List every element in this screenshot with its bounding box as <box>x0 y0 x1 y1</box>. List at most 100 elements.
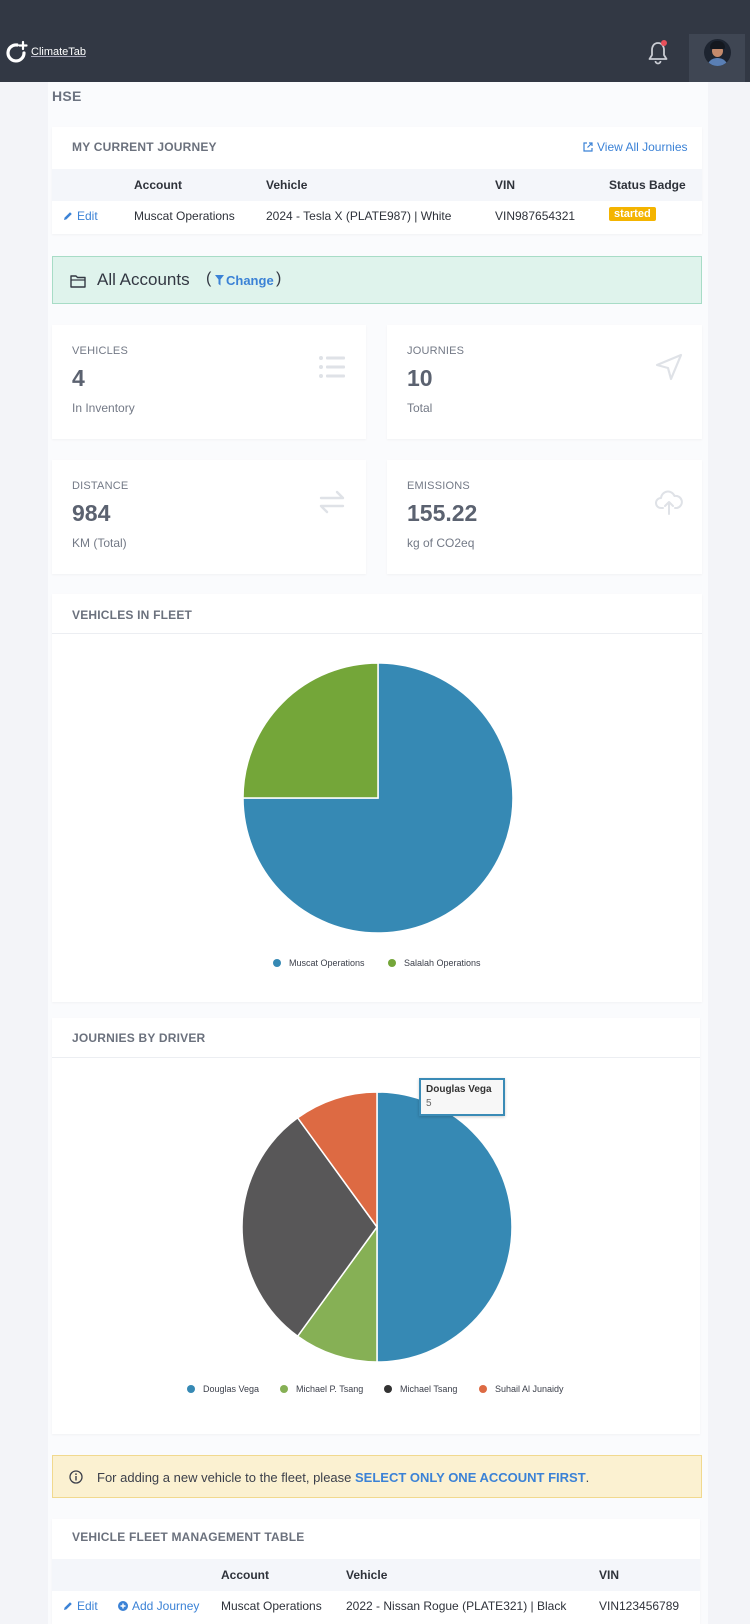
legend-swatch <box>388 959 396 967</box>
brand-name: ClimateTab <box>31 46 87 58</box>
alert-end: . <box>585 1470 590 1485</box>
avatar-face <box>712 45 723 57</box>
stat-value: 984 <box>72 500 111 526</box>
page-title: HSE <box>52 88 82 104</box>
stat-card-journies: JOURNIES 10 Total <box>387 325 702 439</box>
info-alert: For adding a new vehicle to the fleet, p… <box>52 1455 702 1498</box>
legend-item[interactable]: Michael Tsang <box>384 1384 457 1394</box>
col-account: Account <box>221 1568 269 1582</box>
col-vin: VIN <box>495 178 516 192</box>
legend-swatch <box>384 1385 392 1393</box>
list-icon <box>319 356 345 378</box>
view-all-journies-label: View All Journies <box>597 140 688 154</box>
col-account: Account <box>134 178 182 192</box>
legend-label: Suhail Al Junaidy <box>495 1384 564 1394</box>
alert-emphasis: SELECT ONLY ONE ACCOUNT FIRST <box>355 1470 586 1485</box>
legend-swatch <box>280 1385 288 1393</box>
fleet-table-title: VEHICLE FLEET MANAGEMENT TABLE <box>72 1530 305 1544</box>
pie-slice-michael-p-tsang[interactable] <box>296 1224 378 1363</box>
journey-edit-label: Edit <box>77 209 98 223</box>
pie-slice-salalah-operations[interactable] <box>242 662 379 799</box>
add-journey-button[interactable]: Add Journey <box>118 1599 199 1613</box>
fleet-vehicle: 2022 - Nissan Rogue (PLATE321) | Black <box>346 1599 567 1613</box>
notification-dot <box>661 40 667 46</box>
folder-icon <box>70 275 86 288</box>
legend-label: Salalah Operations <box>404 958 481 968</box>
fleet-table-header <box>52 1559 700 1591</box>
pie-slice-suhail-al-junaidy[interactable] <box>296 1091 378 1230</box>
stat-value: 10 <box>407 365 433 391</box>
stat-sub: KM (Total) <box>72 536 127 550</box>
card-divider <box>52 633 702 634</box>
stat-sub: Total <box>407 401 433 415</box>
fleet-vin: VIN123456789 <box>599 1599 680 1613</box>
open-paren: ( <box>206 270 212 287</box>
legend-item[interactable]: Salalah Operations <box>388 958 481 968</box>
journey-vehicle: 2024 - Tesla X (PLATE987) | White <box>266 209 452 223</box>
avatar-body <box>707 58 728 66</box>
navigation-arrow-icon <box>655 353 683 381</box>
stat-card-vehicles: VEHICLES 4 In Inventory <box>52 325 366 439</box>
pencil-icon <box>64 212 72 220</box>
journies-pie-chart <box>241 1091 513 1363</box>
fleet-edit-button[interactable]: Edit <box>63 1599 98 1613</box>
legend-item[interactable]: Suhail Al Junaidy <box>479 1384 564 1394</box>
stat-sub: In Inventory <box>72 401 135 415</box>
legend-item[interactable]: Michael P. Tsang <box>280 1384 363 1394</box>
vehicles-in-fleet-title: VEHICLES IN FLEET <box>72 608 193 622</box>
legend-label: Michael P. Tsang <box>296 1384 364 1394</box>
stat-value: 155.22 <box>407 500 478 526</box>
top-bar <box>0 0 750 82</box>
change-label: Change <box>226 273 274 288</box>
pie-slice-douglas-vega[interactable] <box>376 1091 513 1363</box>
col-vin: VIN <box>599 1568 620 1582</box>
journey-account: Muscat Operations <box>134 209 235 223</box>
change-account-button[interactable]: Change <box>215 273 274 288</box>
close-paren: ) <box>276 270 282 287</box>
stat-card-distance: DISTANCE 984 KM (Total) <box>52 460 366 574</box>
stat-label: VEHICLES <box>72 345 129 357</box>
journey-table-header <box>52 169 702 201</box>
legend-label: Muscat Operations <box>289 958 365 968</box>
legend-label: Michael Tsang <box>400 1384 458 1394</box>
info-icon <box>69 1470 83 1484</box>
accounts-label: All Accounts <box>97 270 190 289</box>
stat-card-emissions: EMISSIONS 155.22 kg of CO2eq <box>387 460 702 574</box>
legend-swatch <box>187 1385 195 1393</box>
climatetab-logo-icon <box>6 40 28 63</box>
alert-text: For adding a new vehicle to the fleet, p… <box>97 1470 589 1485</box>
tooltip-name: Douglas Vega <box>426 1084 492 1095</box>
fleet-account: Muscat Operations <box>221 1599 322 1613</box>
avatar-hair <box>710 41 725 49</box>
legend-label: Douglas Vega <box>203 1384 260 1394</box>
tooltip-value: 5 <box>426 1098 432 1109</box>
col-status-badge: Status Badge <box>609 178 686 192</box>
col-vehicle: Vehicle <box>266 178 308 192</box>
stat-value: 4 <box>72 365 85 391</box>
pencil-icon <box>64 1602 72 1610</box>
avatar[interactable] <box>704 39 731 66</box>
vehicles-pie-chart <box>242 662 514 934</box>
stat-label: DISTANCE <box>72 480 129 492</box>
journey-edit-button[interactable]: Edit <box>63 209 98 223</box>
col-vehicle: Vehicle <box>346 1568 388 1582</box>
filter-icon <box>215 275 224 286</box>
current-journey-card: MY CURRENT JOURNEY View All Journies Acc… <box>52 127 702 234</box>
brand-logo[interactable]: ClimateTab <box>6 40 86 64</box>
status-badge: started <box>609 207 656 221</box>
pie-slice-michael-tsang[interactable] <box>241 1116 378 1338</box>
cloud-upload-icon <box>655 490 683 515</box>
stat-sub: kg of CO2eq <box>407 536 475 550</box>
account-filter-bar: All Accounts ( Change ) <box>52 256 702 304</box>
vehicles-in-fleet-card: VEHICLES IN FLEET Muscat Operations Sala… <box>52 594 702 1002</box>
stat-label: EMISSIONS <box>407 480 470 492</box>
view-all-journies-link[interactable]: View All Journies <box>583 140 688 154</box>
legend-item[interactable]: Douglas Vega <box>187 1384 259 1394</box>
plus-circle-icon <box>118 1601 128 1611</box>
journies-by-driver-card: JOURNIES BY DRIVER Douglas Vega Michael … <box>52 1018 700 1434</box>
alert-message: For adding a new vehicle to the fleet, p… <box>97 1470 355 1485</box>
journies-by-driver-title: JOURNIES BY DRIVER <box>72 1031 206 1045</box>
legend-item[interactable]: Muscat Operations <box>273 958 365 968</box>
card-divider <box>52 1057 700 1058</box>
legend-swatch <box>273 959 281 967</box>
